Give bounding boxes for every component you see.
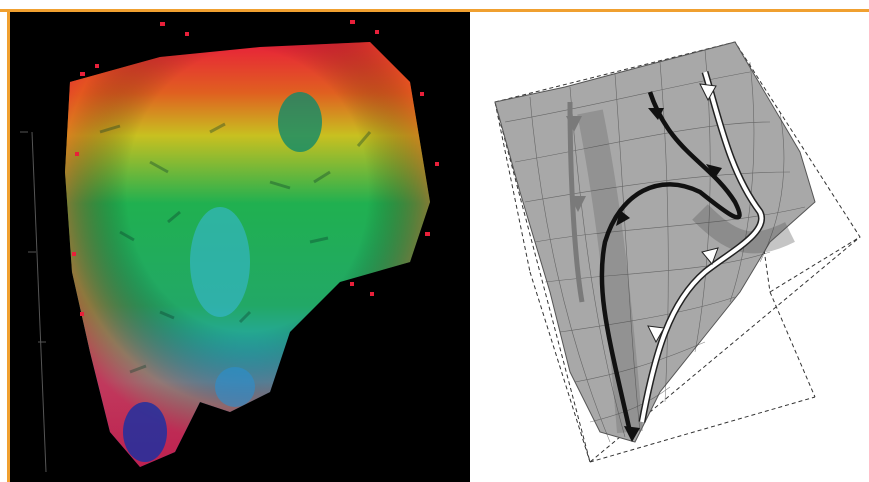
white-trajectory [640,71,764,423]
black-arrow-4 [624,426,640,442]
wireframe-surface-panel [470,12,869,482]
central-valley [190,207,250,317]
secondary-minimum [215,367,255,407]
white-arrow-1 [699,83,717,102]
wireframe-surface-image [494,41,861,463]
gray-arrow-2 [570,196,586,212]
upper-basin [278,92,322,152]
white-arrow-2 [701,247,719,265]
global-minimum [123,402,167,462]
axis-ticks [20,131,47,473]
black-arrow-2 [706,164,722,178]
black-arrow-1 [648,108,664,120]
funnel-landscape-panel [10,12,470,482]
black-trajectory [599,91,742,433]
gray-arrow-1 [566,116,582,132]
fold-shade-1 [577,109,643,434]
black-arrow-3 [616,210,630,226]
top-accent-bar [0,9,869,12]
gray-trajectory [567,101,585,303]
mesh-grid [504,49,806,443]
left-accent-bar [7,9,10,482]
rim-speckles [72,20,439,316]
funnel-landscape-image [20,20,439,473]
surface-texture [99,122,372,374]
white-arrow-3 [647,325,665,344]
